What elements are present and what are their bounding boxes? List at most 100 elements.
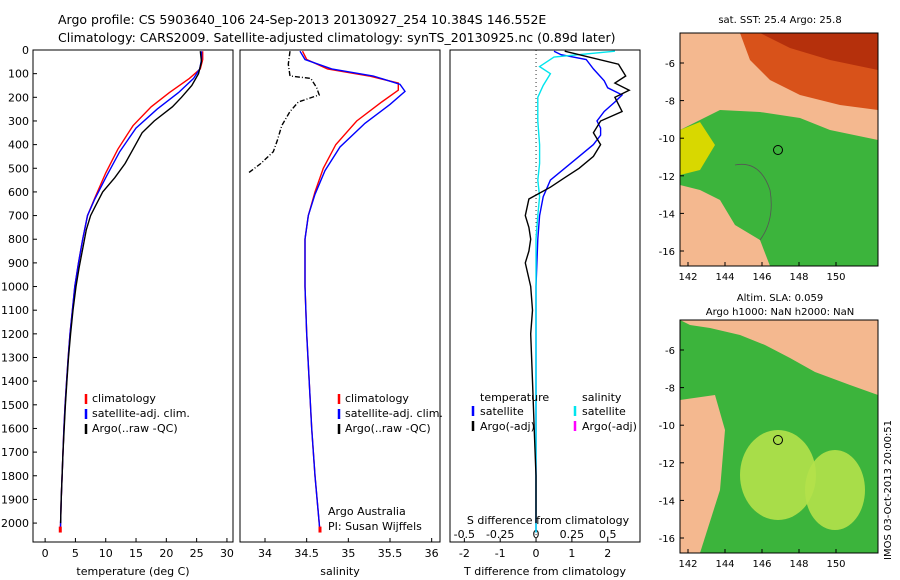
sla-high-anomaly-2 — [805, 450, 865, 530]
x-tick-label: 20 — [159, 547, 173, 560]
series-line-temperature-satellite — [535, 50, 624, 533]
map-y-tick-label: -12 — [659, 459, 675, 470]
legend-salinity-title: salinity — [582, 391, 622, 404]
map-y-tick-label: -8 — [665, 384, 675, 395]
sla-land-west — [680, 395, 725, 553]
map-y-tick-label: -14 — [659, 496, 675, 507]
legend-satellite: satellite-adj. clim. — [92, 407, 190, 420]
map-x-tick-label: 146 — [752, 272, 771, 283]
temperature-plot-frame — [32, 49, 234, 543]
map-y-tick-label: -6 — [665, 346, 675, 357]
sst-map-frame — [679, 32, 879, 267]
sst-map-axes: -6 -8 -10 -12 -14 -16 142 144 146 148 150 — [659, 59, 846, 283]
annotation-pi: PI: Susan Wijffels — [328, 520, 422, 533]
header-line2: Climatology: CARS2009. Satellite-adjuste… — [58, 30, 615, 45]
x-tick-label: 10 — [99, 547, 113, 560]
depth-tick-label: 1500 — [1, 399, 29, 412]
sst-yellow-patch — [680, 122, 715, 175]
depth-tick-label: 800 — [8, 233, 29, 246]
sla-map-axes: -6 -8 -10 -12 -14 -16 142 144 146 148 150 — [659, 346, 846, 570]
series-line-climatology — [59, 51, 204, 533]
sla-high-anomaly — [740, 430, 816, 520]
s-tick-label: 0.5 — [599, 528, 617, 541]
map-x-tick-label: 146 — [752, 559, 771, 570]
x-tick-label: 34.5 — [294, 547, 319, 560]
s-difference-label: S difference from climatology — [467, 514, 630, 527]
sst-map: sat. SST: 25.4 Argo: 25.8 -6-8-10-12-14-… — [659, 15, 879, 283]
legend-temp-satellite: satellite — [480, 405, 524, 418]
map-x-tick-label: 150 — [826, 272, 845, 283]
salinity-plot-frame — [239, 49, 441, 543]
difference-plot: -2 -1 0 1 2-0.5 -0.25 0 0.25 0.5 — [454, 50, 631, 560]
legend-climatology: climatology — [92, 392, 156, 405]
x-tick-label: 35.5 — [378, 547, 403, 560]
s-tick-label: 0.25 — [560, 528, 585, 541]
legend-sal-argo: Argo(-adj) — [582, 420, 637, 433]
map-y-tick-label: -6 — [665, 59, 675, 70]
temperature-plot: 0 5 10 15 20 25 30 — [42, 51, 234, 560]
legend-satellite: satellite-adj. clim. — [345, 407, 443, 420]
x-tick-label: 2 — [604, 547, 611, 560]
depth-tick-label: 900 — [8, 257, 29, 270]
map-y-tick-label: -16 — [659, 247, 675, 258]
sla-argo-location-marker — [773, 435, 783, 445]
series-line-argo — [59, 51, 203, 524]
sst-map-title: sat. SST: 25.4 Argo: 25.8 — [718, 15, 841, 26]
sst-argo-location-marker — [773, 145, 783, 155]
depth-tick-label: 1800 — [1, 470, 29, 483]
series-line-temperature-argo — [524, 50, 631, 524]
x-tick-label: 34 — [258, 547, 272, 560]
depth-tick-label: 300 — [8, 115, 29, 128]
x-tick-label: -2 — [459, 547, 470, 560]
map-y-tick-label: -14 — [659, 209, 675, 220]
depth-tick-label: 0 — [22, 44, 29, 57]
x-tick-label: 0 — [533, 547, 540, 560]
sla-map: Altim. SLA: 0.059 Argo h1000: NaN h2000:… — [659, 293, 879, 570]
difference-xlabel: T difference from climatology — [463, 565, 626, 578]
x-tick-label: 0 — [42, 547, 49, 560]
map-y-tick-label: -16 — [659, 534, 675, 545]
depth-tick-label: 100 — [8, 68, 29, 81]
x-tick-label: -1 — [495, 547, 506, 560]
legend-argo: Argo(..raw -QC) — [345, 422, 431, 435]
x-tick-label: 35 — [341, 547, 355, 560]
series-line-argo — [247, 51, 321, 174]
depth-tick-label: 500 — [8, 162, 29, 175]
annotation-argo-australia: Argo Australia — [328, 505, 406, 518]
map-x-tick-label: 142 — [678, 272, 697, 283]
depth-tick-label: 1000 — [1, 281, 29, 294]
sst-sea-region — [680, 110, 878, 266]
sla-map-title-2: Argo h1000: NaN h2000: NaN — [706, 307, 854, 318]
depth-tick-label: 400 — [8, 139, 29, 152]
sla-land-north — [680, 320, 878, 395]
sla-map-title-1: Altim. SLA: 0.059 — [737, 293, 823, 304]
x-tick-label: 25 — [190, 547, 204, 560]
salinity-legend: climatology satellite-adj. clim. Argo(..… — [337, 392, 443, 435]
map-x-tick-label: 148 — [789, 559, 808, 570]
map-y-tick-label: -10 — [659, 134, 675, 145]
depth-tick-label: 1200 — [1, 328, 29, 341]
salinity-plot: 34 34.5 35 35.5 36 — [247, 50, 439, 560]
depth-tick-label: 1600 — [1, 422, 29, 435]
temperature-legend: climatology satellite-adj. clim. Argo(..… — [84, 392, 190, 435]
difference-plot-frame — [449, 49, 641, 543]
series-line-satellite — [299, 50, 406, 533]
temperature-xlabel: temperature (deg C) — [76, 565, 189, 578]
depth-tick-label: 1700 — [1, 446, 29, 459]
depth-tick-label: 600 — [8, 186, 29, 199]
s-tick-label: -0.5 — [454, 528, 475, 541]
series-line-salinity-satellite — [535, 50, 615, 533]
x-tick-label: 15 — [129, 547, 143, 560]
depth-tick-label: 1400 — [1, 375, 29, 388]
sst-bathymetry-contour — [734, 163, 772, 241]
map-x-tick-label: 150 — [826, 559, 845, 570]
difference-legend: temperature satellite Argo(-adj) salinit… — [471, 391, 637, 433]
header-line1: Argo profile: CS 5903640_106 24-Sep-2013… — [58, 12, 546, 27]
map-y-tick-label: -12 — [659, 172, 675, 183]
x-tick-label: 1 — [568, 547, 575, 560]
x-tick-label: 36 — [425, 547, 439, 560]
sla-map-frame — [679, 319, 879, 554]
depth-tick-label: 1300 — [1, 352, 29, 365]
depth-axis: 0 100 200 300 400 500 600 700 800 900 1000 1100 1200… — [1, 44, 37, 530]
